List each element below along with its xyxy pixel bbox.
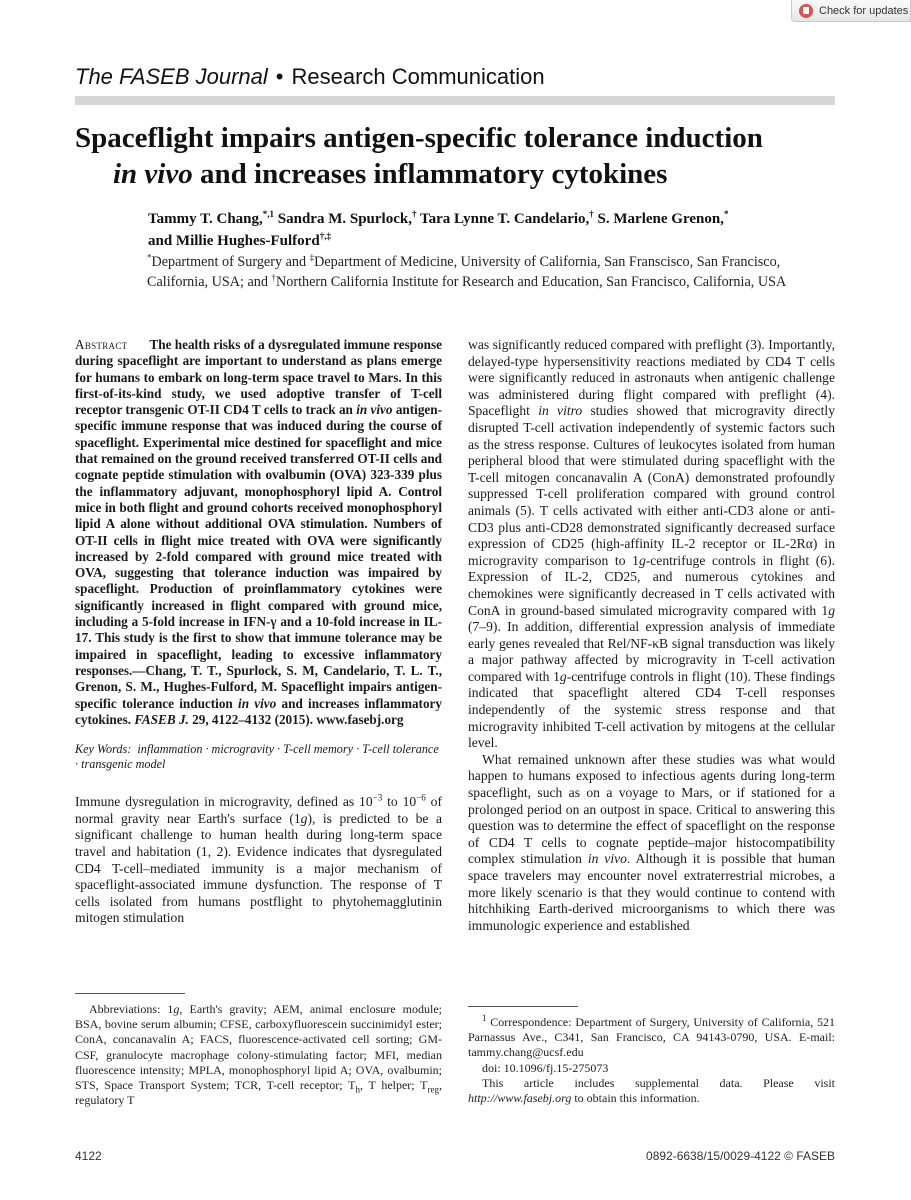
issn-line: 0892-6638/15/0029-4122 © FASEB: [646, 1149, 835, 1163]
header-bullet: •: [275, 64, 284, 89]
check-for-updates-badge[interactable]: Check for updates: [791, 0, 911, 22]
author-3-mark: †: [589, 209, 594, 219]
intro-text-1: Immune dysregulation in microgravity, de…: [75, 794, 373, 810]
author-4: S. Marlene Grenon,: [593, 211, 724, 227]
intro-exp-2: −6: [416, 792, 426, 803]
supp-link[interactable]: http://www.fasebj.org: [468, 1091, 572, 1106]
body-text-1: was significantly reduced compared with …: [468, 337, 835, 419]
supp-text-1: This article includes supplemental data.…: [482, 1075, 835, 1090]
bookmark-icon: [799, 3, 813, 18]
abbrev-sub-h: h: [355, 1084, 360, 1095]
title-italic: in vivo: [113, 158, 193, 190]
affil-text-1: Department of Surgery and: [151, 254, 310, 270]
abstract-italic-2: in vivo: [238, 695, 277, 711]
author-4-mark: *: [723, 209, 729, 219]
check-for-updates-label: Check for updates: [819, 4, 909, 17]
left-column: Abstract The health risks of a dysregulat…: [75, 337, 442, 927]
footnote-rule-right: [468, 1006, 578, 1007]
abbrev-text-3: , T helper; T: [359, 1078, 428, 1093]
body-paragraph-2: What remained unknown after these studie…: [468, 752, 835, 935]
article-title: Spaceflight impairs antigen-specific tol…: [75, 120, 835, 192]
corr-mark: 1: [482, 1013, 487, 1023]
body2-text-2: . Although it is possible that human spa…: [468, 851, 835, 933]
abbrev-text-2: , Earth's gravity; AEM, animal enclosure…: [75, 1002, 442, 1093]
correspondence-footnote: 1 Correspondence: Department of Surgery,…: [468, 1013, 835, 1106]
body2-text-1: What remained unknown after these studie…: [468, 751, 835, 867]
abbrev-text-1: Abbreviations: 1: [89, 1002, 174, 1016]
header-rule: [75, 96, 835, 105]
corr-text: Correspondence: Department of Surgery, U…: [468, 1015, 835, 1060]
abbrev-g: g: [173, 1002, 180, 1016]
intro-exp-1: −3: [372, 792, 383, 803]
page-number: 4122: [75, 1149, 102, 1163]
supp-text-2: to obtain this information.: [571, 1091, 700, 1106]
keywords-items: inflammation · microgravity · T-cell mem…: [75, 742, 439, 772]
intro-paragraph: Immune dysregulation in microgravity, de…: [75, 792, 442, 927]
title-line2: and increases inflammatory cytokines: [192, 158, 668, 190]
affil-text-3: Northern California Institute for Resear…: [276, 274, 787, 290]
journal-header: The FASEB Journal • Research Communication: [75, 64, 835, 90]
body-text-2: studies showed that microgravity directl…: [468, 403, 835, 568]
author-3: Tara Lynne T. Candelario,: [416, 211, 590, 227]
affil-mark-1: *: [147, 252, 152, 263]
body-text-5: -centrifuge controls in flight (10). The…: [468, 668, 835, 751]
author-2: Sandra M. Spurlock,: [274, 211, 412, 227]
footnote-rule-left: [75, 993, 185, 994]
abstract-journal: FASEB J.: [134, 711, 189, 727]
abstract: Abstract The health risks of a dysregulat…: [75, 337, 442, 728]
abstract-text-1: The health risks of a dysregulated immun…: [75, 337, 442, 418]
affil-text-2: Department of Medicine, University of Ca…: [147, 254, 781, 290]
right-column: was significantly reduced compared with …: [468, 337, 835, 934]
abstract-citation: 29, 4122–4132 (2015). www.fasebj.org: [188, 711, 404, 727]
affiliations: *Department of Surgery and ‡Department o…: [147, 252, 837, 292]
body-text-4: (7–9). In addition, differential express…: [468, 619, 835, 684]
author-5: and Millie Hughes-Fulford: [148, 233, 320, 249]
keywords-label: Key Words:: [75, 742, 132, 757]
intro-text-4: ), is predicted to be a significant chal…: [75, 810, 442, 926]
intro-text-3: of normal gravity near Earth's surface (…: [75, 794, 442, 826]
author-5-mark: †,‡: [319, 231, 331, 241]
abstract-italic-1: in vivo: [356, 402, 393, 418]
body-g-3: g: [559, 668, 567, 684]
intro-text-2: to 10: [382, 794, 417, 810]
abstract-label: Abstract: [75, 337, 128, 352]
abbreviations-footnote: Abbreviations: 1g, Earth's gravity; AEM,…: [75, 1002, 442, 1108]
affil-mark-3: †: [271, 272, 277, 283]
author-list: Tammy T. Chang,*,1 Sandra M. Spurlock,† …: [148, 208, 838, 252]
body-paragraph-1: was significantly reduced compared with …: [468, 337, 835, 752]
intro-g: g: [300, 810, 308, 826]
keywords: Key Words: inflammation · microgravity ·…: [75, 742, 442, 772]
abbrev-text-4: , regulatory T: [75, 1078, 442, 1108]
abstract-text-3: and increases inflammatory cytokines.: [75, 695, 442, 727]
journal-name: The FASEB Journal: [75, 64, 268, 89]
abstract-text-2: antigen-specific immune response that wa…: [75, 402, 442, 711]
body2-italic: in vivo: [587, 851, 627, 867]
body-text-3: -centrifuge controls in flight (6). Expr…: [468, 552, 835, 618]
title-line1: Spaceflight impairs antigen-specific tol…: [75, 122, 763, 154]
section-name: Research Communication: [291, 64, 545, 89]
doi-line: doi: 10.1096/fj.15-275073: [482, 1060, 609, 1075]
author-2-mark: †: [411, 209, 417, 219]
body-g-1: g: [638, 552, 646, 568]
affil-mark-2: ‡: [309, 252, 315, 263]
body-g-2: g: [828, 602, 835, 618]
author-1-mark: *,1: [262, 209, 275, 219]
author-1: Tammy T. Chang,: [148, 211, 263, 227]
body-italic-1: in vitro: [538, 403, 583, 419]
abbrev-sub-reg: reg: [427, 1084, 440, 1095]
